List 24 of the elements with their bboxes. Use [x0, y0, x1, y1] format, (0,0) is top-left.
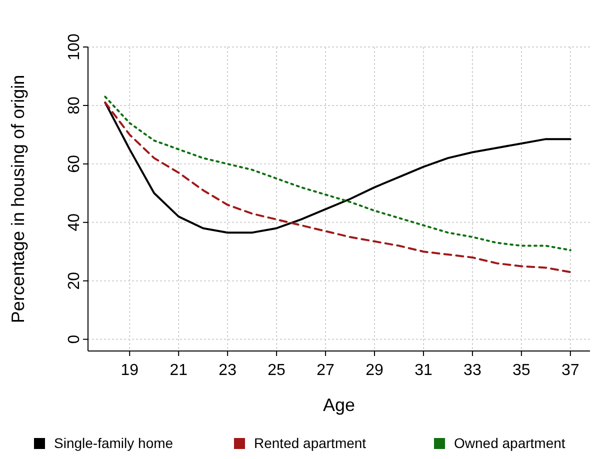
x-tick-label: 25: [268, 362, 286, 379]
y-tick-label: 80: [66, 96, 83, 114]
line-series: [104, 96, 572, 252]
y-tick-label: 0: [66, 334, 83, 344]
y-tick-label: 100: [66, 34, 83, 60]
y-tick-label: 20: [66, 272, 83, 290]
line-series: [104, 102, 572, 234]
line-series: [104, 102, 572, 274]
x-tick-label: 31: [414, 362, 432, 379]
y-tick-label: 60: [66, 154, 83, 173]
x-tick-label: 29: [366, 362, 384, 379]
x-tick-label: 21: [170, 362, 188, 379]
x-tick-label: 35: [512, 362, 530, 379]
x-tick-label: 19: [120, 362, 139, 379]
x-axis-title: Age: [322, 395, 356, 415]
x-tick-label: 27: [316, 362, 335, 379]
y-tick-label: 40: [66, 213, 83, 232]
legend-label: Single-family home: [54, 435, 174, 451]
x-tick-label: 37: [562, 362, 580, 379]
legend-label: Rented apartment: [254, 435, 366, 451]
y-axis-title: Percentage in housing of origin: [8, 74, 28, 324]
x-tick-label: 33: [464, 362, 482, 379]
legend-label: Owned apartment: [454, 435, 566, 451]
x-tick-label: 23: [218, 362, 237, 379]
